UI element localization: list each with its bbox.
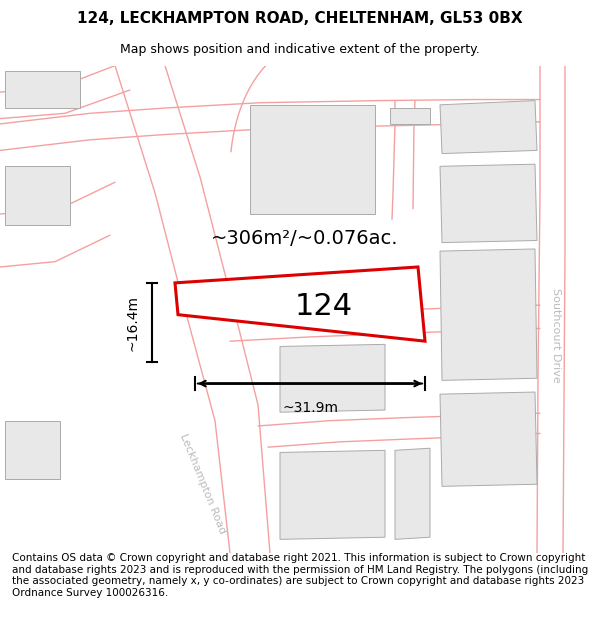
Text: Map shows position and indicative extent of the property.: Map shows position and indicative extent… xyxy=(120,42,480,56)
Polygon shape xyxy=(270,291,347,322)
Text: Southcourt Drive: Southcourt Drive xyxy=(551,289,561,383)
Text: 124, LECKHAMPTON ROAD, CHELTENHAM, GL53 0BX: 124, LECKHAMPTON ROAD, CHELTENHAM, GL53 … xyxy=(77,11,523,26)
Polygon shape xyxy=(5,421,60,479)
Polygon shape xyxy=(440,249,537,381)
Polygon shape xyxy=(440,164,537,242)
Text: 124: 124 xyxy=(295,292,353,321)
Polygon shape xyxy=(440,101,537,154)
Text: ~16.4m: ~16.4m xyxy=(126,294,140,351)
Polygon shape xyxy=(390,108,430,124)
Polygon shape xyxy=(5,71,80,108)
Polygon shape xyxy=(440,392,537,486)
Polygon shape xyxy=(280,451,385,539)
Polygon shape xyxy=(5,166,70,224)
Text: Contains OS data © Crown copyright and database right 2021. This information is : Contains OS data © Crown copyright and d… xyxy=(12,553,588,598)
Text: ~31.9m: ~31.9m xyxy=(282,401,338,414)
Text: Leckhampton Road: Leckhampton Road xyxy=(178,432,228,536)
Polygon shape xyxy=(175,267,425,341)
Polygon shape xyxy=(250,105,375,214)
Text: ~306m²/~0.076ac.: ~306m²/~0.076ac. xyxy=(211,229,399,248)
Polygon shape xyxy=(395,448,430,539)
Polygon shape xyxy=(280,344,385,412)
